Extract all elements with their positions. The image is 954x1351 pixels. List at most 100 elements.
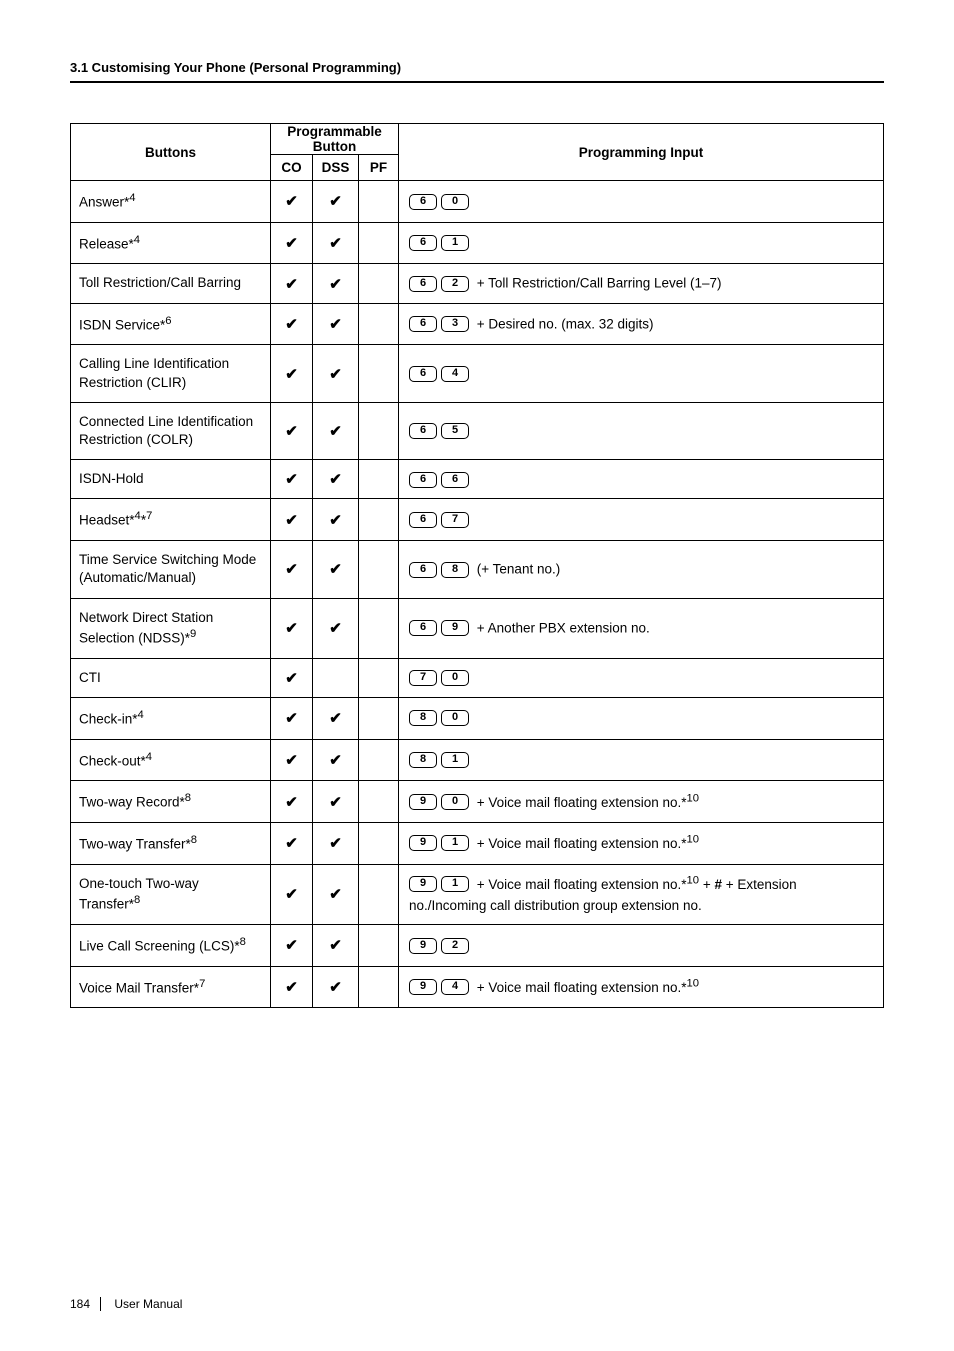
check-icon: ✔ bbox=[285, 886, 298, 903]
table-row: Release*4✔✔61 bbox=[71, 222, 884, 264]
input-suffix: + Voice mail floating extension no.*10 bbox=[473, 795, 699, 810]
input-suffix: + Another PBX extension no. bbox=[473, 620, 650, 635]
programming-input: 94 + Voice mail floating extension no.*1… bbox=[399, 966, 884, 1008]
page-footer: 184 User Manual bbox=[70, 1297, 182, 1311]
header-programming-input: Programming Input bbox=[399, 124, 884, 181]
check-icon: ✔ bbox=[285, 835, 298, 852]
programming-input: 67 bbox=[399, 499, 884, 541]
check-pf bbox=[359, 222, 399, 264]
programming-input: 92 bbox=[399, 924, 884, 966]
check-pf bbox=[359, 460, 399, 499]
key-button: 6 bbox=[409, 235, 437, 251]
programming-input: 63 + Desired no. (max. 32 digits) bbox=[399, 303, 884, 345]
check-icon: ✔ bbox=[329, 620, 342, 637]
key-button: 9 bbox=[409, 794, 437, 810]
check-icon: ✔ bbox=[329, 752, 342, 769]
check-co: ✔ bbox=[271, 781, 313, 823]
button-name: Network Direct Station Selection (NDSS)*… bbox=[71, 598, 271, 658]
check-icon: ✔ bbox=[285, 561, 298, 578]
check-dss: ✔ bbox=[313, 222, 359, 264]
check-co: ✔ bbox=[271, 966, 313, 1008]
check-dss: ✔ bbox=[313, 966, 359, 1008]
check-icon: ✔ bbox=[285, 620, 298, 637]
check-dss bbox=[313, 658, 359, 697]
section-title: 3.1 Customising Your Phone (Personal Pro… bbox=[70, 60, 884, 83]
table-row: ISDN-Hold✔✔66 bbox=[71, 460, 884, 499]
check-pf bbox=[359, 598, 399, 658]
check-co: ✔ bbox=[271, 345, 313, 402]
check-dss: ✔ bbox=[313, 460, 359, 499]
check-co: ✔ bbox=[271, 658, 313, 697]
key-button: 0 bbox=[441, 710, 469, 726]
input-suffix: + Voice mail floating extension no.*10 bbox=[473, 980, 699, 995]
check-icon: ✔ bbox=[285, 670, 298, 687]
input-suffix: + Voice mail floating extension no.*10 bbox=[473, 836, 699, 851]
check-icon: ✔ bbox=[285, 316, 298, 333]
check-icon: ✔ bbox=[329, 561, 342, 578]
programming-input: 90 + Voice mail floating extension no.*1… bbox=[399, 781, 884, 823]
programming-input: 68 (+ Tenant no.) bbox=[399, 541, 884, 598]
check-co: ✔ bbox=[271, 697, 313, 739]
check-pf bbox=[359, 924, 399, 966]
check-icon: ✔ bbox=[329, 316, 342, 333]
check-icon: ✔ bbox=[285, 471, 298, 488]
check-dss: ✔ bbox=[313, 924, 359, 966]
key-button: 0 bbox=[441, 670, 469, 686]
check-icon: ✔ bbox=[329, 886, 342, 903]
check-pf bbox=[359, 697, 399, 739]
check-co: ✔ bbox=[271, 264, 313, 303]
check-dss: ✔ bbox=[313, 402, 359, 459]
check-icon: ✔ bbox=[285, 235, 298, 252]
key-button: 8 bbox=[409, 752, 437, 768]
check-dss: ✔ bbox=[313, 181, 359, 223]
key-button: 6 bbox=[409, 316, 437, 332]
button-name: Check-out*4 bbox=[71, 739, 271, 781]
programming-input: 69 + Another PBX extension no. bbox=[399, 598, 884, 658]
key-button: 6 bbox=[409, 562, 437, 578]
button-name: Live Call Screening (LCS)*8 bbox=[71, 924, 271, 966]
check-icon: ✔ bbox=[285, 423, 298, 440]
key-button: 6 bbox=[409, 423, 437, 439]
programming-input: 80 bbox=[399, 697, 884, 739]
key-button: 1 bbox=[441, 235, 469, 251]
input-suffix: + Toll Restriction/Call Barring Level (1… bbox=[473, 276, 721, 291]
check-pf bbox=[359, 499, 399, 541]
table-row: Toll Restriction/Call Barring✔✔62 + Toll… bbox=[71, 264, 884, 303]
button-name: Toll Restriction/Call Barring bbox=[71, 264, 271, 303]
key-button: 1 bbox=[441, 835, 469, 851]
header-pf: PF bbox=[359, 155, 399, 181]
button-name: Time Service Switching Mode (Automatic/M… bbox=[71, 541, 271, 598]
check-co: ✔ bbox=[271, 864, 313, 924]
table-row: Answer*4✔✔60 bbox=[71, 181, 884, 223]
header-buttons: Buttons bbox=[71, 124, 271, 181]
key-button: 6 bbox=[409, 276, 437, 292]
check-pf bbox=[359, 966, 399, 1008]
check-pf bbox=[359, 181, 399, 223]
check-dss: ✔ bbox=[313, 598, 359, 658]
check-icon: ✔ bbox=[329, 193, 342, 210]
buttons-table: Buttons Programmable Button Programming … bbox=[70, 123, 884, 1008]
programming-input: 64 bbox=[399, 345, 884, 402]
table-row: Live Call Screening (LCS)*8✔✔92 bbox=[71, 924, 884, 966]
table-row: Two-way Record*8✔✔90 + Voice mail floati… bbox=[71, 781, 884, 823]
check-dss: ✔ bbox=[313, 697, 359, 739]
check-icon: ✔ bbox=[329, 235, 342, 252]
check-icon: ✔ bbox=[329, 835, 342, 852]
check-pf bbox=[359, 303, 399, 345]
key-button: 6 bbox=[409, 366, 437, 382]
key-button: 9 bbox=[409, 835, 437, 851]
key-button: 2 bbox=[441, 938, 469, 954]
table-row: Headset*4*7✔✔67 bbox=[71, 499, 884, 541]
key-button: 6 bbox=[409, 472, 437, 488]
programming-input: 70 bbox=[399, 658, 884, 697]
programming-input: 62 + Toll Restriction/Call Barring Level… bbox=[399, 264, 884, 303]
button-name: Calling Line Identification Restriction … bbox=[71, 345, 271, 402]
check-co: ✔ bbox=[271, 541, 313, 598]
table-row: Voice Mail Transfer*7✔✔94 + Voice mail f… bbox=[71, 966, 884, 1008]
key-button: 4 bbox=[441, 366, 469, 382]
key-button: 9 bbox=[409, 876, 437, 892]
check-co: ✔ bbox=[271, 822, 313, 864]
check-icon: ✔ bbox=[285, 193, 298, 210]
check-dss: ✔ bbox=[313, 541, 359, 598]
key-button: 1 bbox=[441, 876, 469, 892]
